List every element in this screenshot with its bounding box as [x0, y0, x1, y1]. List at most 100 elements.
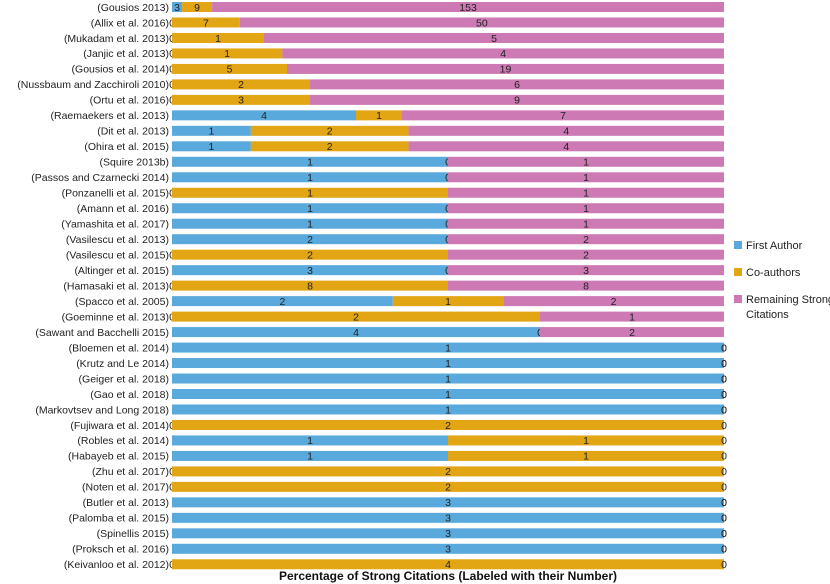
- bar-segment: [172, 497, 724, 508]
- bar-segment: [448, 187, 724, 198]
- bar-data-label: 0: [721, 528, 727, 540]
- bar-data-label: 1: [583, 435, 589, 447]
- bar-segment: [182, 2, 213, 12]
- bar-segment: [448, 435, 724, 446]
- category-label: (Keivanloo et al. 2012): [64, 559, 169, 571]
- bar-data-label: 1: [445, 296, 451, 308]
- bar-segment: [392, 296, 504, 307]
- bar-data-label: 0: [721, 466, 727, 478]
- bar-data-label: 0: [721, 420, 727, 432]
- bar-segment: [172, 373, 724, 384]
- bar-segment: [172, 125, 251, 136]
- bar-data-label: 5: [227, 64, 233, 76]
- bar-data-label: 0: [721, 482, 727, 494]
- category-label: (Allix et al. 2016): [91, 17, 169, 29]
- bar-segment: [172, 419, 724, 430]
- bar-segment: [287, 63, 724, 74]
- bar-segment: [448, 172, 724, 183]
- bar-segment: [172, 404, 724, 415]
- bar-segment: [172, 512, 724, 523]
- bar-data-label: 0: [721, 342, 727, 354]
- bar-data-label: 0: [721, 373, 727, 385]
- bar-data-label: 2: [327, 141, 333, 153]
- bar-data-label: 6: [514, 79, 520, 91]
- bar-data-label: 3: [238, 95, 244, 107]
- bar-data-label: 2: [583, 249, 589, 261]
- bar-segment: [239, 17, 724, 28]
- bar-data-label: 1: [445, 342, 451, 354]
- category-label: (Fujiwara et al. 2014): [70, 420, 169, 432]
- bar-segment: [356, 110, 402, 121]
- bar-segment: [448, 218, 724, 229]
- bar-data-label: 7: [203, 17, 209, 29]
- category-label: (Altinger et al. 2015): [74, 265, 169, 277]
- bar-data-label: 1: [307, 203, 313, 215]
- bar-data-label: 0: [721, 513, 727, 525]
- bar-data-label: 0: [721, 358, 727, 370]
- bar-data-label: 1: [209, 141, 215, 153]
- category-label: (Butler et al. 2013): [83, 497, 169, 509]
- bar-data-label: 9: [194, 2, 200, 14]
- bar-segment: [448, 280, 724, 291]
- bar-data-label: 0: [721, 404, 727, 416]
- bar-data-label: 8: [307, 280, 313, 292]
- bar-segment: [172, 187, 448, 198]
- category-label: (Spacco et al. 2005): [75, 296, 169, 308]
- bar-segment: [448, 203, 724, 214]
- bar-data-label: 9: [514, 95, 520, 107]
- bar-segment: [172, 32, 264, 43]
- bar-segment: [172, 358, 724, 369]
- bar-data-label: 2: [445, 420, 451, 432]
- legend-swatch: [734, 241, 742, 249]
- bar-data-label: 4: [563, 141, 569, 153]
- category-label: (Ponzanelli et al. 2015): [62, 188, 169, 200]
- bar-data-label: 2: [307, 249, 313, 261]
- bar-data-label: 0: [721, 544, 727, 556]
- bar-segment: [172, 450, 448, 461]
- category-labels: (Gousios 2013) (Allix et al. 2016) (Mukada…: [17, 2, 169, 571]
- bar-data-label: 1: [583, 172, 589, 184]
- bar-data-label: 2: [629, 327, 635, 339]
- bar-segment: [172, 141, 251, 152]
- bar-data-label: 2: [238, 79, 244, 91]
- bar-data-label: 153: [459, 2, 477, 14]
- bar-data-label: 3: [583, 265, 589, 277]
- bar-segment: [172, 17, 240, 28]
- bar-segment: [310, 79, 724, 90]
- bar-data-label: 0: [721, 342, 727, 354]
- category-label: (Vasilescu et al. 2013): [66, 234, 169, 246]
- bar-segment: [172, 265, 448, 276]
- legend: First Author Co-authors Remaining Strong Ci…: [734, 240, 830, 321]
- bar-data-label: 1: [307, 219, 313, 231]
- category-label: (Sawant and Bacchelli 2015): [35, 327, 169, 339]
- bar-segment: [172, 466, 724, 477]
- bar-data-label: 0: [721, 389, 727, 401]
- bar-data-label: 2: [327, 126, 333, 138]
- legend-swatch: [734, 268, 742, 276]
- bar-segment: [212, 2, 725, 12]
- category-label: (Vasilescu et al. 2015): [66, 249, 169, 261]
- bar-segment: [172, 435, 448, 446]
- bar-segment: [172, 48, 283, 59]
- category-label: (Gao et al. 2018): [90, 389, 169, 401]
- bar-data-label: 8: [583, 280, 589, 292]
- category-label: (Gousios 2013): [97, 2, 169, 14]
- legend-label: Remaining Strong Citations: [746, 294, 830, 321]
- category-label: (Ortu et al. 2016): [90, 95, 169, 107]
- bar-segment: [172, 342, 724, 353]
- bar-segment: [172, 389, 724, 399]
- bar-data-label: 1: [583, 157, 589, 169]
- bar-segment: [448, 234, 724, 245]
- bar-segment: [172, 528, 724, 539]
- category-label: (Habayeb et al. 2015): [68, 451, 169, 463]
- bar-data-label: 3: [445, 544, 451, 556]
- category-label: (Yamashita et al. 2017): [61, 219, 169, 231]
- legend-label: Co-authors: [746, 267, 801, 279]
- category-label: (Dit et al. 2013): [97, 126, 169, 138]
- bar-segment: [172, 110, 356, 121]
- bar-segment: [402, 110, 724, 121]
- category-label: (Geiger et al. 2018): [79, 373, 169, 385]
- bar-data-label: 1: [445, 358, 451, 370]
- bar-data-label: 1: [583, 188, 589, 200]
- bar-segment: [503, 296, 724, 307]
